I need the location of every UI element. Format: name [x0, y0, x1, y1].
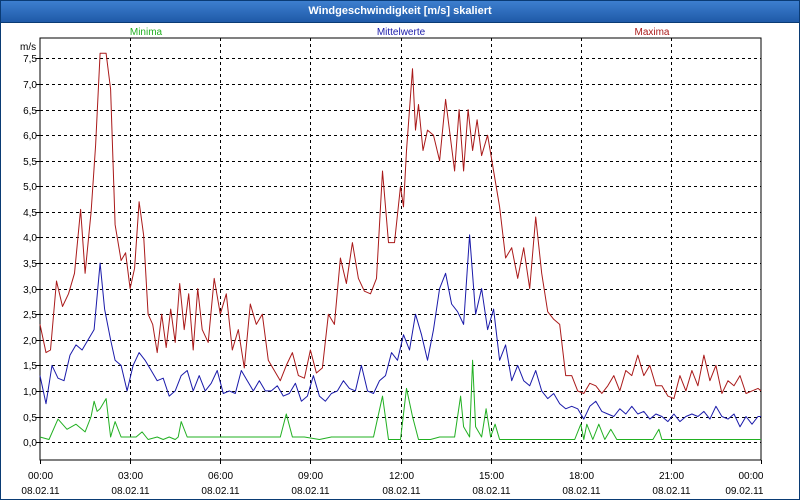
x-tick-time: 00:00: [738, 471, 763, 482]
x-tick-time: 21:00: [659, 471, 684, 482]
y-tick-label: 5,5: [23, 157, 37, 168]
legend-minima: Minima: [130, 27, 163, 38]
y-tick-label: 2,5: [23, 310, 37, 321]
series-line-minima: [39, 359, 761, 440]
x-tick-date: 08.02.11: [562, 486, 601, 497]
x-tick-time: 09:00: [298, 471, 323, 482]
y-tick-label: 1,0: [23, 387, 37, 398]
x-tick-date: 08.02.11: [382, 486, 421, 497]
series-layer: [39, 52, 762, 440]
legend-maxima: Maxima: [634, 27, 669, 38]
window-title: Windgeschwindigkeit [m/s] skaliert: [1, 1, 799, 23]
x-tick-time: 06:00: [208, 471, 233, 482]
series-line-mittelwerte: [39, 234, 761, 428]
y-tick-label: 3,5: [23, 259, 37, 270]
x-tick-time: 12:00: [389, 471, 414, 482]
axis-layer: 0,0 0,5 1,0 1,5 2,0 2,5 3,0 3,5 4,0 4,5 5,0 5,5 6,0 6…: [21, 54, 764, 497]
y-axis-unit: m/s: [20, 42, 36, 53]
series-line-maxima: [39, 52, 762, 400]
y-tick-label: 0,5: [23, 413, 37, 424]
y-tick-label: 7,0: [23, 80, 37, 91]
x-tick-date: 08.02.11: [291, 486, 330, 497]
x-tick-time: 18:00: [569, 471, 594, 482]
y-tick-label: 3,0: [23, 285, 37, 296]
plot-area: [39, 37, 762, 461]
y-tick-label: 4,5: [23, 208, 37, 219]
y-tick-label: 6,0: [23, 131, 37, 142]
x-tick-time: 00:00: [28, 471, 53, 482]
x-tick-date: 08.02.11: [201, 486, 240, 497]
x-tick-date: 09.02.11: [725, 486, 764, 497]
y-tick-label: 0,0: [23, 438, 37, 449]
grid-layer: [40, 38, 761, 460]
x-tick-date: 08.02.11: [111, 486, 150, 497]
x-tick-date: 08.02.11: [472, 486, 511, 497]
x-tick-time: 03:00: [118, 471, 143, 482]
x-tick-date: 08.02.11: [21, 486, 60, 497]
y-tick-label: 1,5: [23, 361, 37, 372]
x-tick-date: 08.02.11: [652, 486, 691, 497]
x-tick-time: 15:00: [479, 471, 504, 482]
y-tick-label: 2,0: [23, 336, 37, 347]
y-tick-label: 5,0: [23, 182, 37, 193]
y-tick-label: 6,5: [23, 106, 37, 117]
y-tick-label: 7,5: [23, 54, 37, 65]
y-tick-label: 4,0: [23, 233, 37, 244]
legend-mittelwerte: Mittelwerte: [377, 27, 426, 38]
